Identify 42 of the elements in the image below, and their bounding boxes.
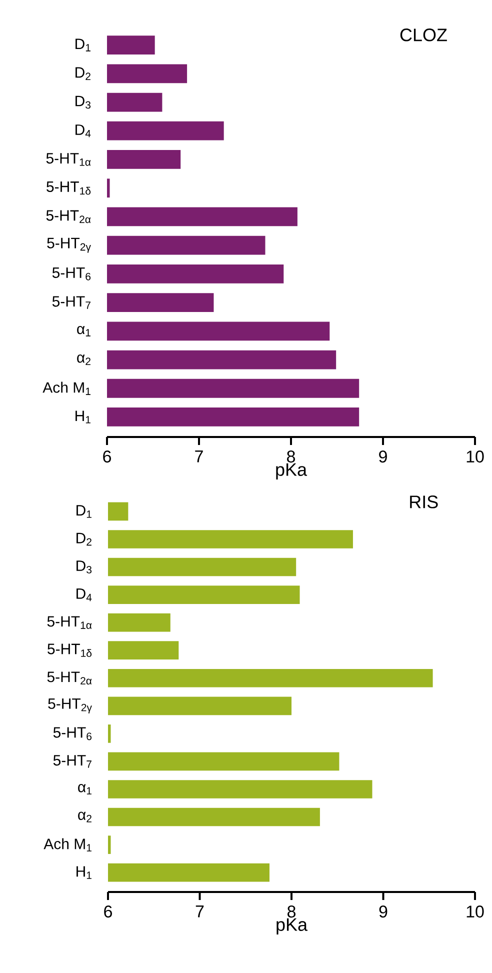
y-tick-label: 5-HT$_{2α}$ xyxy=(47,672,92,685)
x-tick-label: 10 xyxy=(466,906,484,918)
x-tick-label: 9 xyxy=(379,450,387,463)
y-tick-label: Ach M$_{1}$ xyxy=(42,382,90,395)
y-tick-label: 5-HT$_{1α}$ xyxy=(47,616,92,629)
y-tick-label: 5-HT$_{6}$ xyxy=(52,268,91,280)
y-tick-label: 5-HT$_{2γ}$ xyxy=(48,698,92,714)
y-tick-label: D$_{2}$ xyxy=(76,532,92,546)
y-tick-label: α$_{2}$ xyxy=(77,354,90,365)
y-tick-label: 5-HT$_{7}$ xyxy=(53,755,92,768)
y-tick-label: 5-HT$_{1δ}$ xyxy=(48,644,92,657)
x-tick-label: 6 xyxy=(103,450,111,463)
chart-title: RIS xyxy=(410,496,438,508)
y-tick-label: D$_{1}$ xyxy=(76,38,90,52)
x-axis-title: pKa xyxy=(276,463,308,480)
chart-title: CLOZ xyxy=(400,28,447,42)
y-tick-label: D$_{3}$ xyxy=(76,560,92,574)
y-tick-label: α$_{2}$ xyxy=(78,812,92,822)
y-tick-label: D$_{4}$ xyxy=(76,124,91,138)
x-tick-label: 6 xyxy=(104,906,112,918)
y-tick-label: Ach M$_{1}$ xyxy=(44,838,92,852)
y-tick-label: α$_{1}$ xyxy=(78,784,92,794)
x-tick-label: 8 xyxy=(288,906,296,918)
x-tick-label: 8 xyxy=(287,450,295,463)
y-tick-label: H$_{1}$ xyxy=(76,866,92,879)
y-tick-label: 5-HT$_{2γ}$ xyxy=(47,238,91,253)
y-tick-label: D$_{4}$ xyxy=(76,588,92,602)
x-tick-label: 9 xyxy=(379,906,388,918)
y-tick-label: D$_{2}$ xyxy=(76,67,90,80)
y-tick-label: 5-HT$_{7}$ xyxy=(52,296,90,309)
y-tick-label: 5-HT$_{1δ}$ xyxy=(46,182,91,195)
y-tick-label: 5-HT$_{2α}$ xyxy=(46,210,91,224)
y-tick-label: H$_{1}$ xyxy=(76,410,90,424)
x-tick-label: 7 xyxy=(195,450,203,462)
x-axis-title: pKa xyxy=(276,918,308,935)
y-tick-label: D$_{1}$ xyxy=(76,505,92,518)
y-tick-label: 5-HT$_{1α}$ xyxy=(46,153,91,166)
y-tick-label: α$_{1}$ xyxy=(77,326,90,336)
y-tick-label: D$_{3}$ xyxy=(76,96,91,109)
y-tick-label: 5-HT$_{6}$ xyxy=(53,727,92,740)
x-tick-label: 7 xyxy=(196,906,204,918)
x-tick-label: 10 xyxy=(466,450,484,463)
